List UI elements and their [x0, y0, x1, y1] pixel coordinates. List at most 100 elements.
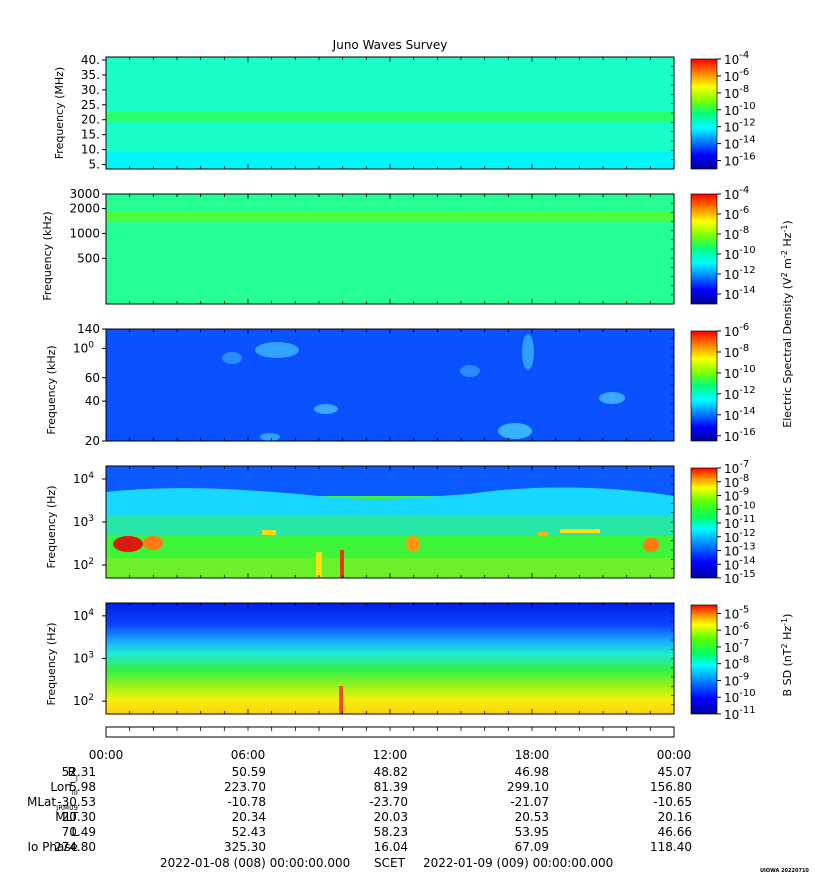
- ephemeris-label-subscript: J: [75, 774, 78, 782]
- footer-time-frame: SCET: [374, 856, 406, 870]
- colorbar-tick-base: 10: [724, 388, 739, 402]
- electric-title-part-3: Hz: [781, 232, 794, 250]
- colorbar-tick-label: 10-7: [724, 459, 749, 476]
- colorbar-tick-base: 10: [724, 53, 739, 67]
- colorbar-tick-base: 10: [724, 691, 739, 705]
- colorbar-tick-base: 10: [724, 121, 739, 135]
- colorbar-tick-exponent: -10: [739, 364, 755, 375]
- y-tick-label-exponent: 2: [88, 557, 94, 567]
- colorbar-tick-label: 10-10: [724, 245, 756, 262]
- electric-title-part-2: m: [781, 258, 794, 272]
- electric-title-part-1: Electric Spectral Density (V: [781, 277, 794, 428]
- ephemeris-value: 45.07: [658, 765, 692, 779]
- y-tick-label-exponent: 3: [88, 651, 94, 661]
- colorbar-tick-exponent: -10: [739, 245, 755, 256]
- chart-title: Juno Waves Survey: [332, 38, 448, 52]
- colorbar-tick-exponent: -9: [739, 671, 749, 682]
- y-tick-label: 40.: [81, 53, 100, 67]
- colorbar-tick-exponent: -10: [739, 101, 755, 112]
- panel-1-colorbar: [690, 58, 718, 170]
- colorbar-tick-exponent: -14: [739, 135, 755, 146]
- y-tick-label-exponent: 2: [88, 693, 94, 703]
- colorbar-tick-label: 10-10: [724, 688, 756, 705]
- ephemeris-value: 46.98: [515, 765, 549, 779]
- colorbar-tick-exponent: -11: [739, 514, 755, 525]
- colorbar-tick-base: 10: [724, 228, 739, 242]
- ephemeris-value: 274.80: [54, 840, 96, 854]
- time-label: 00:00: [657, 748, 692, 762]
- colorbar-tick-exponent: -6: [739, 67, 749, 78]
- emission-patch: [498, 423, 532, 439]
- colorbar-tick-base: 10: [724, 572, 739, 586]
- magnetic-colorbar-title: B SD (nT2 Hz-1): [780, 614, 794, 697]
- ephemeris-value: 50.59: [232, 765, 266, 779]
- ephemeris-value: 53.95: [515, 825, 549, 839]
- ephemeris-value: 20.30: [62, 810, 96, 824]
- panel-3-ylabel: Frequency (kHz): [45, 345, 58, 434]
- colorbar-tick-exponent: -4: [739, 50, 749, 61]
- colorbar-tick-exponent: -14: [739, 555, 755, 566]
- y-tick-label-base: 10: [73, 472, 88, 486]
- colorbar-tick-exponent: -7: [739, 638, 749, 649]
- ephemeris-value: 20.34: [232, 810, 266, 824]
- emission-patch: [460, 365, 480, 377]
- ephemeris-value: -21.07: [510, 795, 549, 809]
- ephemeris-value: 67.09: [515, 840, 549, 854]
- colorbar-tick-label: 10-12: [724, 528, 756, 545]
- magnetic-title-sup-2: -1: [780, 618, 789, 626]
- emission-patch: [222, 352, 242, 364]
- intense-feature: [406, 536, 420, 552]
- y-tick-label: 40: [85, 394, 100, 408]
- ephemeris-value: -30.53: [57, 795, 96, 809]
- ephemeris-label: RJ: [68, 765, 78, 782]
- y-tick-label-exponent: 4: [88, 608, 94, 618]
- panel-2-bg: [106, 194, 674, 304]
- y-tick-label: 500: [77, 251, 100, 265]
- electric-colorbar-title: Electric Spectral Density (V2 m-2 Hz-1): [780, 220, 794, 427]
- ephemeris-value: 223.70: [224, 780, 266, 794]
- y-tick-label-base: 10: [73, 558, 88, 572]
- ephemeris-label-base: Lon: [50, 780, 71, 794]
- colorbar-tick-base: 10: [724, 288, 739, 302]
- colorbar-tick-base: 10: [724, 517, 739, 531]
- colorbar-tick-base: 10: [724, 70, 739, 84]
- ephemeris-value: 156.80: [650, 780, 692, 794]
- colorbar-tick-base: 10: [724, 367, 739, 381]
- colorbar-tick-exponent: -7: [739, 459, 749, 470]
- colorbar-tick-base: 10: [724, 490, 739, 504]
- ephemeris-value: 52.31: [62, 765, 96, 779]
- colorbar-tick-label: 10-16: [724, 152, 756, 169]
- colorbar-tick-exponent: -6: [739, 322, 749, 333]
- colorbar-tick-exponent: -16: [739, 427, 755, 438]
- panel-5-bg: [106, 603, 674, 714]
- colorbar-tick-base: 10: [724, 87, 739, 101]
- credit-label: UIOWA 20220710: [760, 868, 809, 874]
- colorbar-tick-base: 10: [724, 138, 739, 152]
- ephemeris-value: 52.43: [232, 825, 266, 839]
- colorbar-tick-exponent: -4: [739, 185, 749, 196]
- intense-feature: [143, 536, 163, 550]
- colorbar-tick-base: 10: [724, 268, 739, 282]
- panel-1-yaxis: 40.35.30.25.20.15.10.5.: [81, 53, 675, 172]
- panel-1: 40.35.30.25.20.15.10.5. Frequency (MHz) …: [53, 50, 756, 172]
- y-tick-label: 20.: [81, 113, 100, 127]
- ephemeris-value: -10.65: [653, 795, 692, 809]
- colorbar-tick-label: 10-15: [724, 569, 756, 586]
- y-tick-label-exponent: 0: [88, 340, 94, 350]
- panel-2-ylabel: Frequency (kHz): [41, 211, 54, 300]
- ephemeris-label-subscript: JRM09: [55, 804, 78, 812]
- y-tick-label: 1000: [69, 226, 100, 240]
- colorbar-tick-base: 10: [724, 558, 739, 572]
- time-label: 00:00: [89, 748, 124, 762]
- magnetic-title-part-2: Hz: [781, 626, 794, 644]
- y-tick-label: 103: [73, 651, 94, 666]
- ephemeris-value: 58.23: [374, 825, 408, 839]
- y-tick-label: 35.: [81, 68, 100, 82]
